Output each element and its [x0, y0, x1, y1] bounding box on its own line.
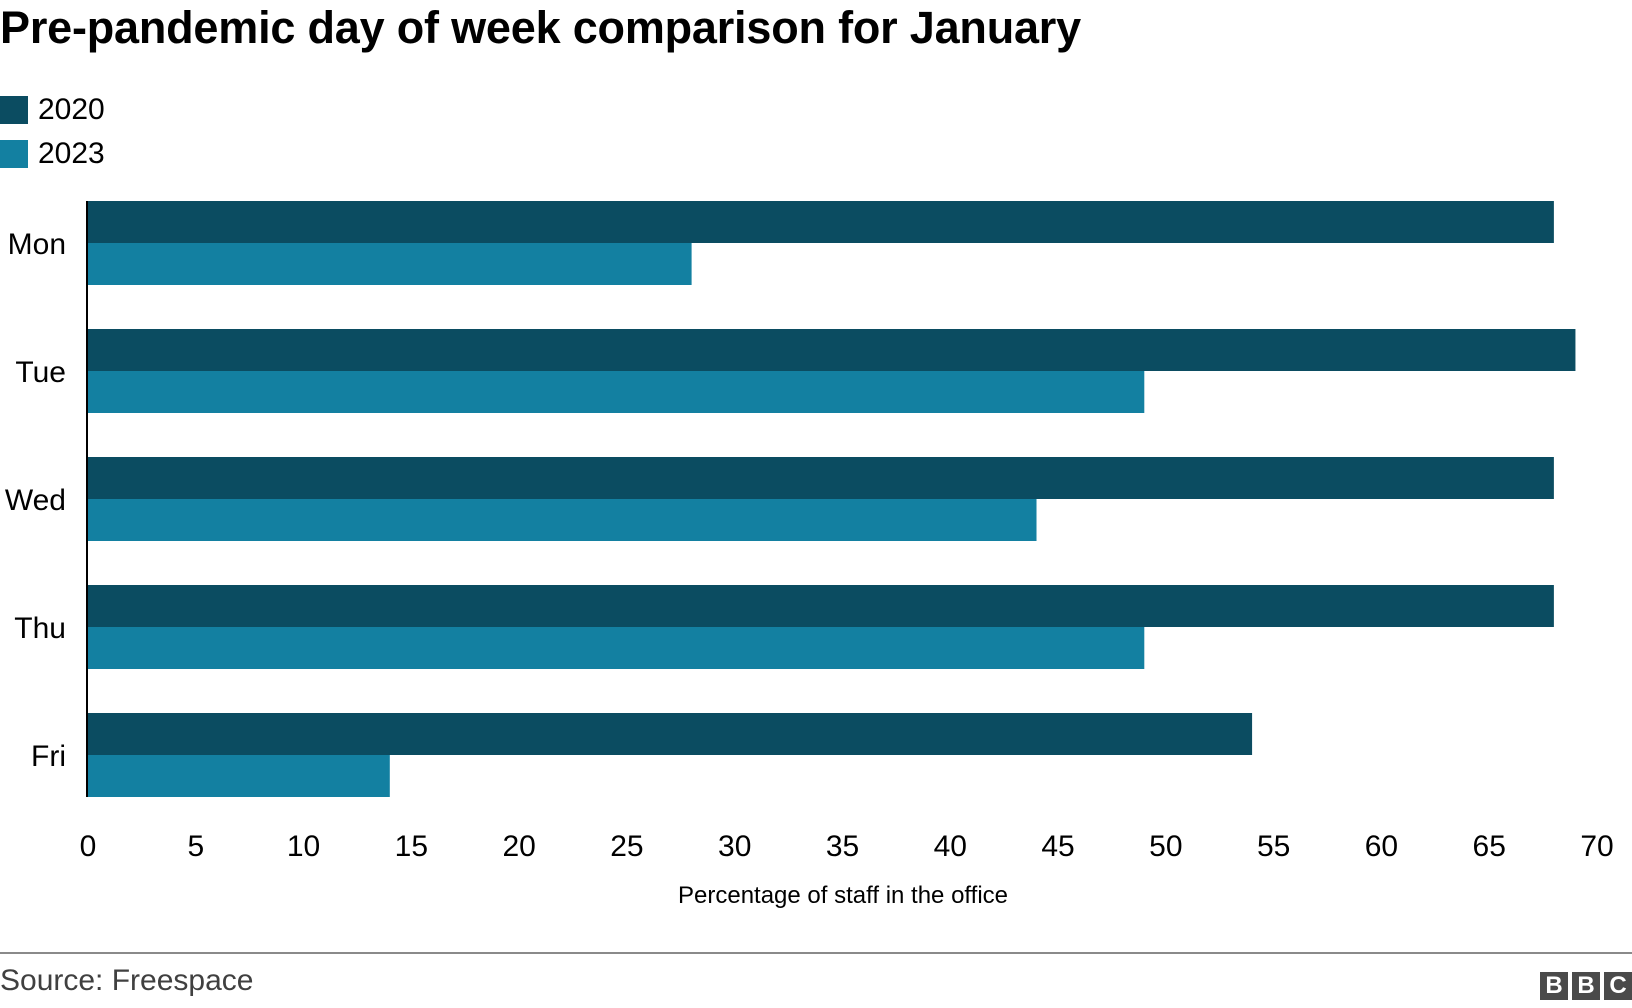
- x-axis-label: Percentage of staff in the office: [678, 882, 1008, 909]
- footer-divider: [0, 952, 1632, 954]
- x-tick-labels: 0 5 10 15 20 25 30 35 40 45 50 55 60 65 70: [80, 830, 1614, 863]
- x-tick-label: 70: [1580, 830, 1613, 863]
- x-tick-label: 65: [1473, 830, 1506, 863]
- logo-letter: C: [1604, 972, 1632, 1000]
- bar-thu-2020: [88, 585, 1554, 627]
- bar-fri-2023: [88, 755, 390, 797]
- bar-wed-2023: [88, 499, 1037, 541]
- x-tick-label: 25: [610, 830, 643, 863]
- legend-item-2023: 2023: [0, 132, 105, 176]
- category-label-tue: Tue: [15, 356, 66, 389]
- bar-tue-2020: [88, 329, 1576, 371]
- legend-item-2020: 2020: [0, 88, 105, 132]
- legend-swatch-2023: [0, 140, 28, 168]
- x-tick-label: 15: [395, 830, 428, 863]
- bar-mon-2020: [88, 201, 1554, 243]
- x-tick-label: 0: [80, 830, 97, 863]
- category-label-fri: Fri: [31, 740, 66, 773]
- bar-tue-2023: [88, 371, 1145, 413]
- logo-letter: B: [1572, 972, 1600, 1000]
- category-label-thu: Thu: [14, 612, 66, 645]
- legend-label-2020: 2020: [38, 93, 105, 126]
- x-tick-label: 20: [502, 830, 535, 863]
- bar-fri-2020: [88, 713, 1253, 755]
- x-tick-label: 5: [187, 830, 204, 863]
- x-tick-label: 40: [934, 830, 967, 863]
- source-text: Source: Freespace: [0, 964, 254, 997]
- x-tick-label: 45: [1041, 830, 1074, 863]
- bar-wed-2020: [88, 457, 1554, 499]
- bars-group: [88, 201, 1576, 797]
- x-tick-label: 60: [1365, 830, 1398, 863]
- x-tick-label: 50: [1149, 830, 1182, 863]
- x-tick-label: 55: [1257, 830, 1290, 863]
- x-tick-label: 30: [718, 830, 751, 863]
- bar-mon-2023: [88, 243, 692, 285]
- bar-thu-2023: [88, 627, 1145, 669]
- chart-title: Pre-pandemic day of week comparison for …: [0, 2, 1081, 53]
- category-label-wed: Wed: [5, 484, 66, 517]
- legend-swatch-2020: [0, 96, 28, 124]
- legend-label-2023: 2023: [38, 137, 105, 170]
- bar-chart: Mon Tue Wed Thu Fri 0 5 10 15 20 25 30 35 40 45 50 55 60…: [5, 201, 1614, 909]
- logo-letter: B: [1540, 972, 1568, 1000]
- category-label-mon: Mon: [8, 228, 66, 261]
- legend: 2020 2023: [0, 88, 105, 176]
- x-tick-label: 10: [287, 830, 320, 863]
- x-tick-label: 35: [826, 830, 859, 863]
- bbc-logo: B B C: [1540, 972, 1632, 1000]
- category-labels: Mon Tue Wed Thu Fri: [5, 228, 66, 773]
